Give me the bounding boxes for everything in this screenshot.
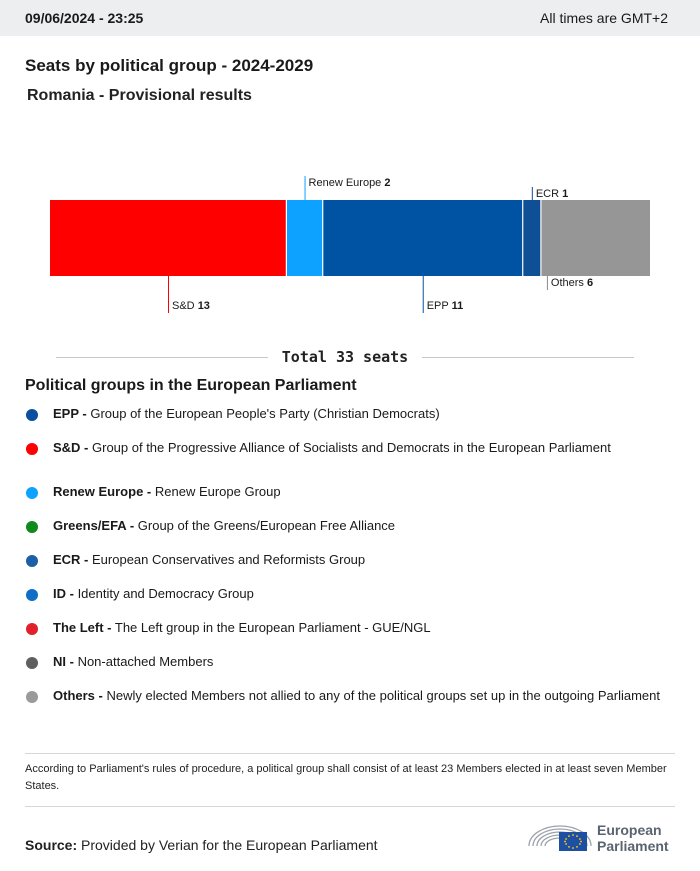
total-rule-right (422, 356, 634, 358)
legend-abbr: S&D - (53, 440, 89, 455)
legend-abbr: EPP - (53, 406, 87, 421)
bar-label: ECR 1 (536, 188, 568, 200)
legend-list: EPP - Group of the European People's Par… (25, 405, 665, 731)
legend-dot-icon (26, 555, 38, 567)
legend-item: ID - Identity and Democracy Group (25, 585, 665, 619)
legend-item: Greens/EFA - Group of the Greens/Europea… (25, 517, 665, 551)
bar-segment (322, 200, 523, 276)
bar-label: EPP 11 (427, 300, 464, 312)
legend-dot-icon (26, 657, 38, 669)
logo-line-1: European (597, 822, 662, 838)
parliament-hemicycle-icon (528, 825, 592, 851)
source-label: Source: (25, 837, 78, 853)
legend-title: Political groups in the European Parliam… (25, 377, 357, 394)
legend-desc: Renew Europe Group (151, 484, 281, 499)
bar-segment (50, 200, 287, 276)
legend-abbr: ECR - (53, 552, 89, 567)
bar-segment (286, 200, 323, 276)
legend-abbr: NI - (53, 654, 74, 669)
legend-item: Renew Europe - Renew Europe Group (25, 483, 665, 517)
legend-dot-icon (26, 409, 38, 421)
legend-dot-icon (26, 487, 38, 499)
total-seats-label: Total 33 seats (281, 348, 409, 366)
legend-desc: Group of the Greens/European Free Allian… (134, 518, 396, 533)
bar-segment (540, 200, 650, 276)
total-seats: Total 33 seats (56, 347, 634, 367)
legend-dot-icon (26, 521, 38, 533)
source-text: Provided by Verian for the European Parl… (81, 837, 378, 853)
divider (25, 753, 675, 754)
legend-desc: The Left group in the European Parliamen… (111, 620, 431, 635)
legend-dot-icon (26, 691, 38, 703)
european-parliament-logo: European Parliament (527, 816, 677, 856)
legend-item: The Left - The Left group in the Europea… (25, 619, 665, 653)
legend-desc: Identity and Democracy Group (73, 586, 254, 601)
legend-dot-icon (26, 589, 38, 601)
legend-item: S&D - Group of the Progressive Alliance … (25, 439, 665, 483)
bar-segment (522, 200, 541, 276)
bar-label: S&D 13 (172, 300, 210, 312)
datetime: 09/06/2024 - 23:25 (25, 10, 144, 26)
legend-item: Others - Newly elected Members not allie… (25, 687, 665, 731)
seats-chart: S&D 13 Renew Europe 2 EPP 11 ECR 1 Others 6 (50, 176, 650, 313)
total-rule-left (56, 356, 268, 358)
footnote: According to Parliament's rules of proce… (25, 763, 667, 792)
page-subtitle: Romania - Provisional results (27, 87, 252, 104)
legend-item: EPP - Group of the European People's Par… (25, 405, 665, 439)
bar-label: Others 6 (551, 277, 593, 289)
divider (25, 806, 675, 807)
page-title: Seats by political group - 2024-2029 (25, 56, 314, 75)
legend-abbr: Greens/EFA - (53, 518, 135, 533)
bar-label: Renew Europe 2 (309, 177, 391, 189)
legend-dot-icon (26, 623, 38, 635)
legend-item: NI - Non-attached Members (25, 653, 665, 687)
legend-item: ECR - European Conservatives and Reformi… (25, 551, 665, 585)
top-bar: 09/06/2024 - 23:25 All times are GMT+2 (0, 0, 700, 36)
legend-abbr: The Left - (53, 620, 112, 635)
legend-abbr: ID - (53, 586, 74, 601)
legend-abbr: Others - (53, 688, 103, 703)
legend-desc: Newly elected Members not allied to any … (102, 688, 660, 703)
legend-desc: Group of the Progressive Alliance of Soc… (88, 440, 611, 455)
legend-dot-icon (26, 443, 38, 455)
legend-abbr: Renew Europe - (53, 484, 152, 499)
legend-desc: Group of the European People's Party (Ch… (86, 406, 440, 421)
legend-desc: European Conservatives and Reformists Gr… (88, 552, 366, 567)
logo-text: European Parliament (597, 822, 669, 854)
source: Source: Provided by Verian for the Europ… (25, 837, 378, 853)
legend-desc: Non-attached Members (73, 654, 214, 669)
timezone-note: All times are GMT+2 (540, 10, 668, 26)
logo-line-2: Parliament (597, 838, 669, 854)
